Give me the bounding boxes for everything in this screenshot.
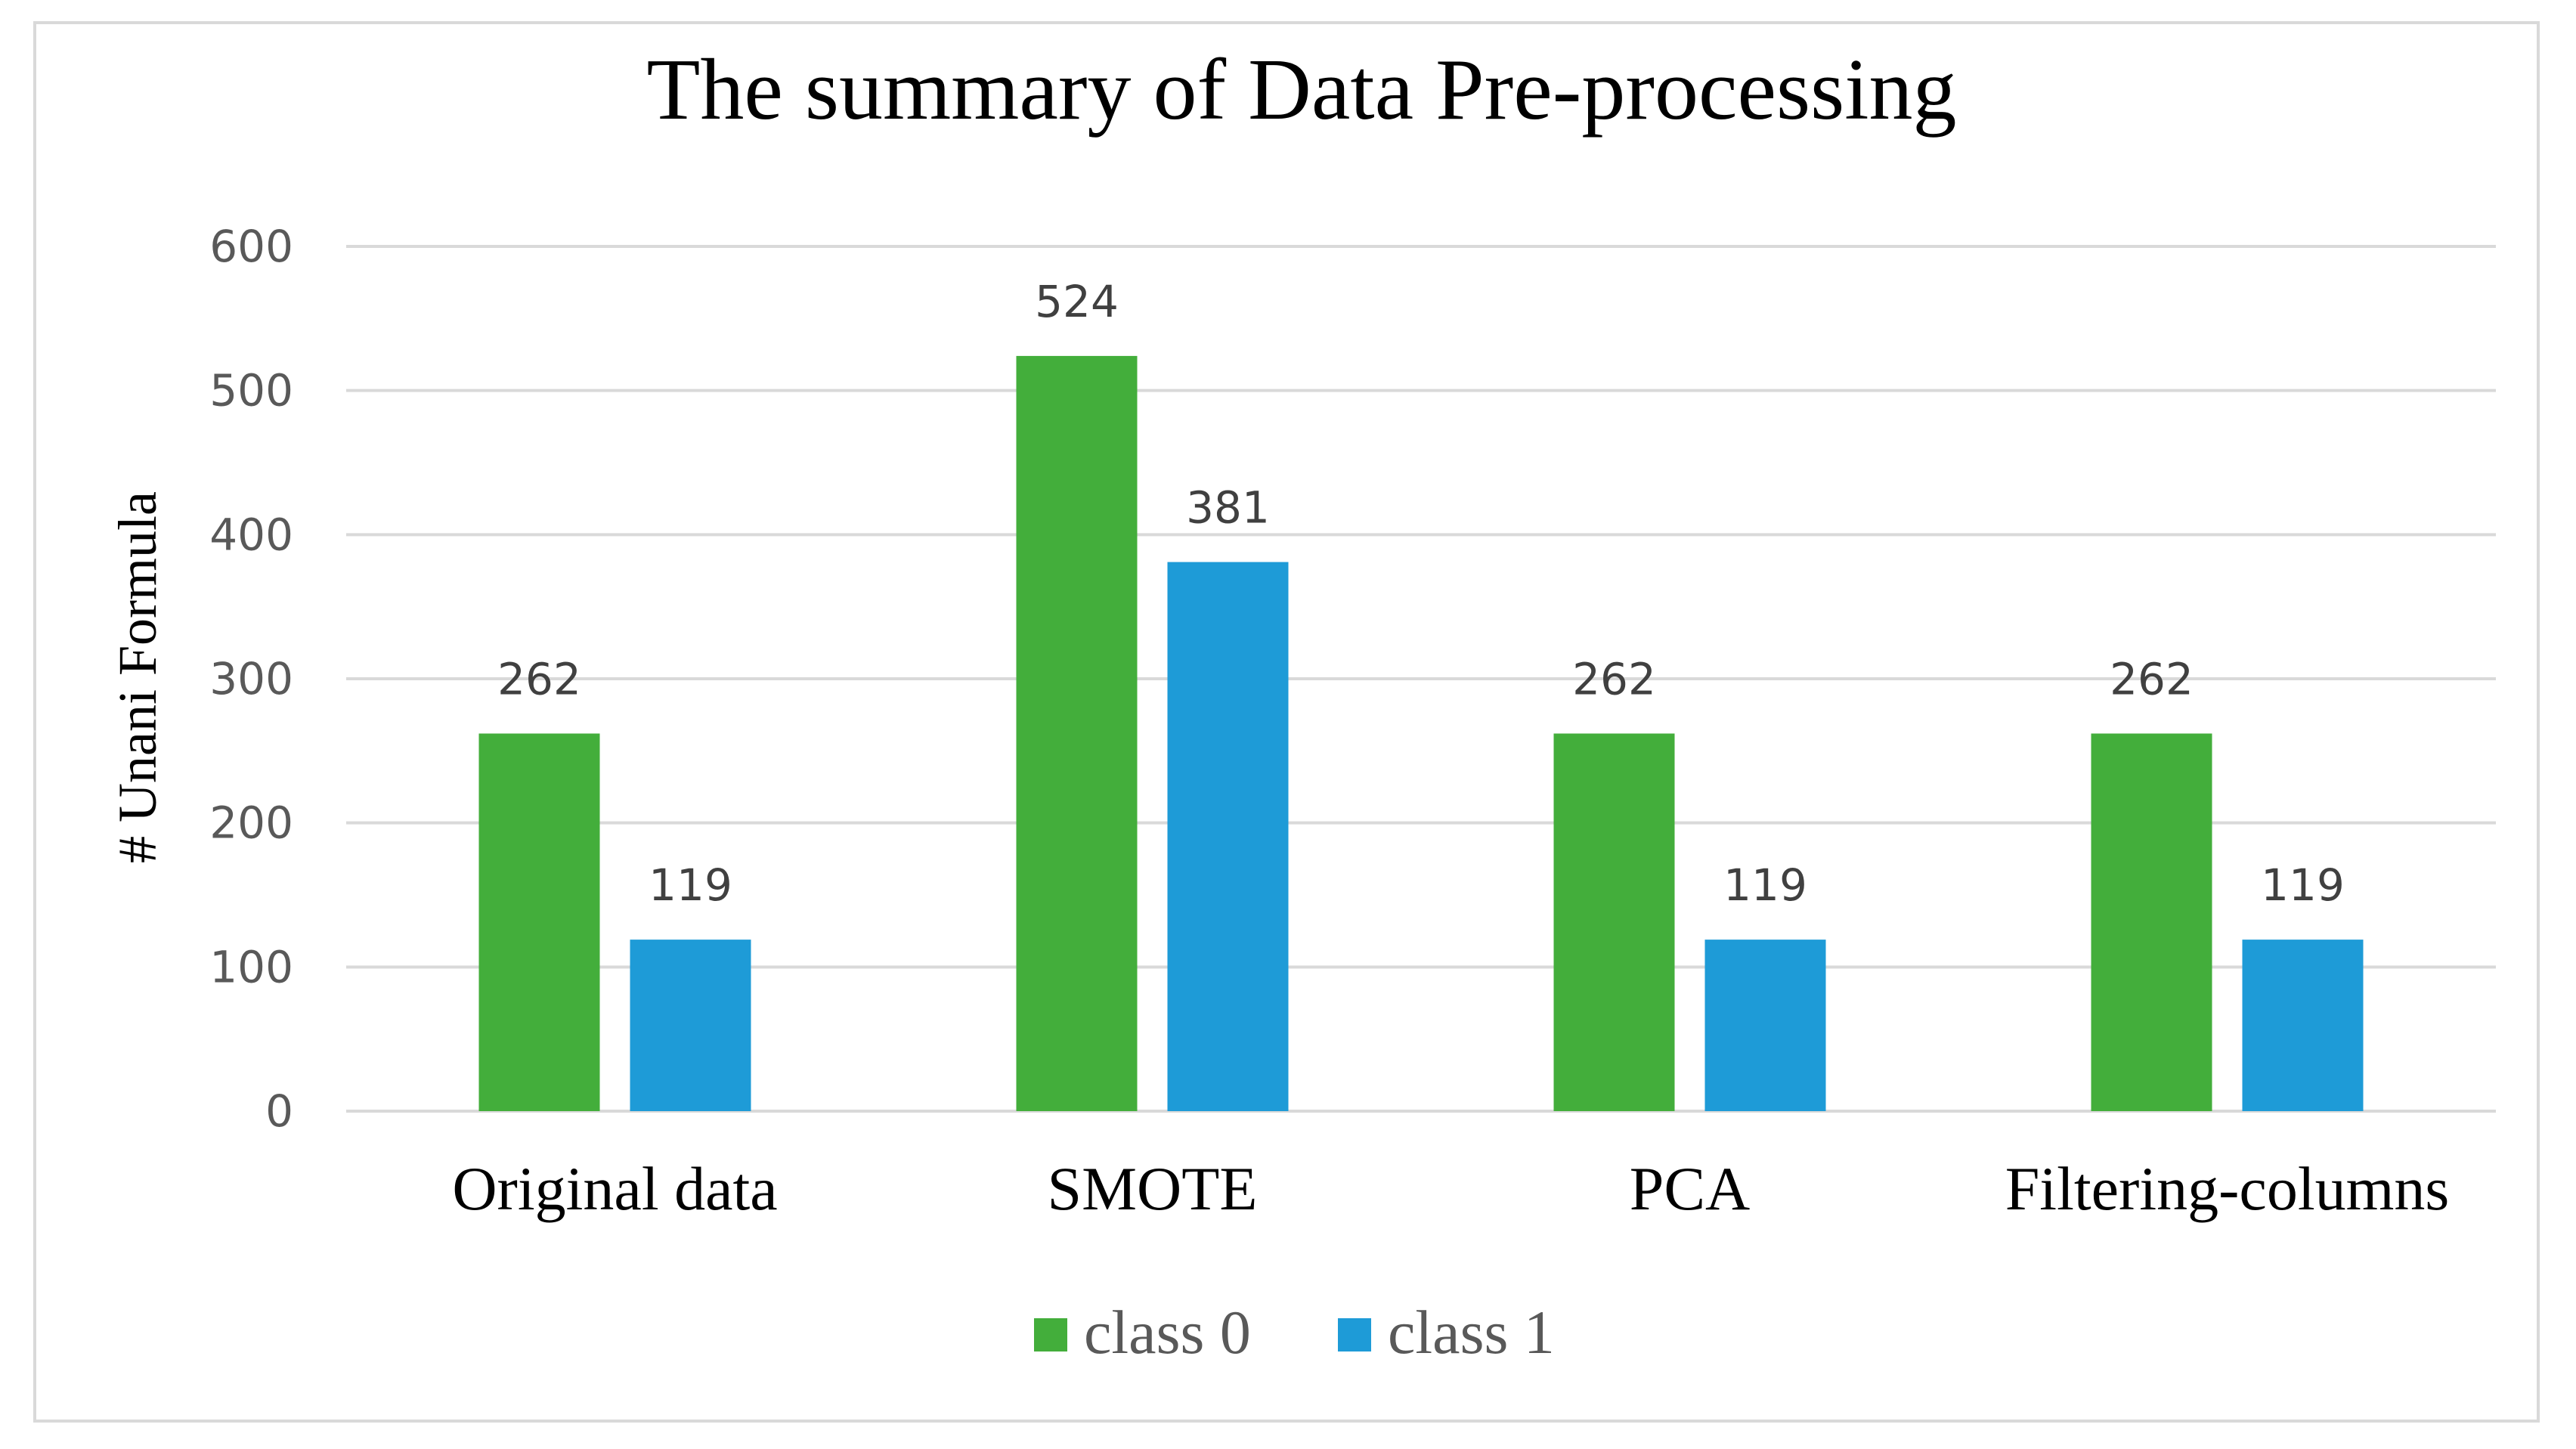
data-label: 119 (649, 859, 732, 911)
x-tick-label: Original data (452, 1154, 777, 1223)
chart-title: The summary of Data Pre-processing (646, 42, 1956, 138)
y-tick-label: 300 (209, 653, 293, 704)
chart-frame: The summary of Data Pre-processing # Una… (33, 21, 2540, 1423)
y-tick-label: 500 (209, 365, 293, 416)
legend-label: class 1 (1388, 1298, 1555, 1367)
bars (478, 355, 2364, 1111)
bar-class-0-pca (1553, 733, 1675, 1111)
y-tick-label: 100 (209, 941, 293, 992)
data-label: 524 (1035, 276, 1119, 327)
data-label: 119 (1723, 859, 1807, 911)
bar-class-1-filtering-columns (2242, 940, 2364, 1111)
bar-class-0-original-data (478, 733, 600, 1111)
data-label: 262 (1572, 653, 1656, 704)
data-label: 119 (2261, 859, 2345, 911)
bar-class-0-filtering-columns (2091, 733, 2212, 1111)
data-labels: 262 119 524 381 262 119 262 119 (497, 276, 2345, 911)
x-tick-label: PCA (1630, 1154, 1751, 1223)
data-label: 262 (2110, 653, 2194, 704)
x-tick-label: Filtering-columns (2005, 1154, 2450, 1223)
legend-swatch-class-1 (1338, 1318, 1371, 1351)
x-tick-label: SMOTE (1048, 1154, 1258, 1223)
x-axis-ticks: Original data SMOTE PCA Filtering-columns (452, 1154, 2449, 1223)
bar-class-1-original-data (630, 940, 751, 1111)
bar-class-1-pca (1704, 940, 1826, 1111)
bar-class-1-smote (1167, 562, 1289, 1111)
data-label: 381 (1186, 482, 1270, 534)
y-tick-label: 600 (209, 221, 293, 272)
y-tick-label: 0 (265, 1085, 293, 1137)
bar-class-0-smote (1016, 355, 1138, 1111)
data-label: 262 (497, 653, 581, 704)
chart-svg: The summary of Data Pre-processing # Una… (107, 42, 2496, 1367)
y-axis-label: # Unani Formula (107, 491, 168, 863)
y-tick-label: 200 (209, 797, 293, 849)
y-tick-label: 400 (209, 509, 293, 560)
legend: class 0 class 1 (1034, 1298, 1555, 1367)
legend-label: class 0 (1084, 1298, 1251, 1367)
legend-swatch-class-0 (1034, 1318, 1067, 1351)
y-axis-ticks: 0 100 200 300 400 500 600 (209, 221, 293, 1137)
